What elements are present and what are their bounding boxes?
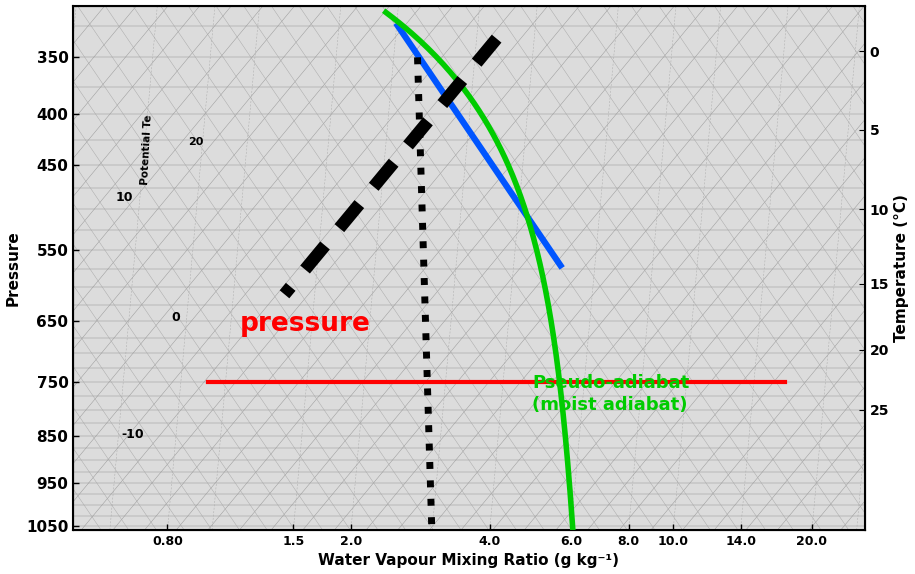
Text: -10: -10 xyxy=(122,428,144,441)
Text: Potential Te: Potential Te xyxy=(140,115,154,185)
Text: 10: 10 xyxy=(116,191,134,204)
Y-axis label: Pressure: Pressure xyxy=(5,230,20,306)
Text: 0: 0 xyxy=(172,312,180,324)
Text: 20: 20 xyxy=(188,137,204,147)
Y-axis label: Temperature (°C): Temperature (°C) xyxy=(895,194,910,342)
Text: Pseudo-adiabat
(moist adiabat): Pseudo-adiabat (moist adiabat) xyxy=(533,374,690,414)
Text: pressure: pressure xyxy=(240,311,371,337)
X-axis label: Water Vapour Mixing Ratio (g kg⁻¹): Water Vapour Mixing Ratio (g kg⁻¹) xyxy=(318,553,619,568)
